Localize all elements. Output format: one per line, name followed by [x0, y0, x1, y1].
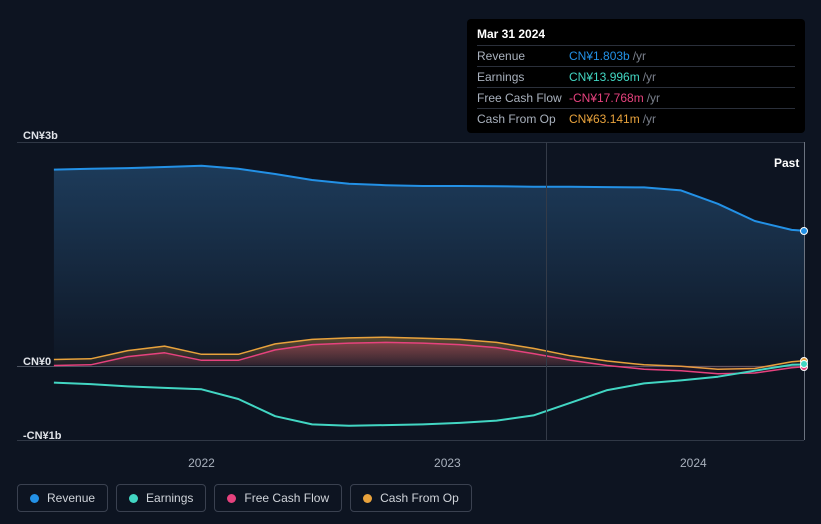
x-axis-tick: 2024 — [680, 456, 707, 470]
legend-swatch — [129, 494, 138, 503]
legend-item-label: Cash From Op — [380, 491, 459, 505]
x-axis-tick: 2023 — [434, 456, 461, 470]
legend-swatch — [30, 494, 39, 503]
legend-item-label: Free Cash Flow — [244, 491, 329, 505]
x-axis-tick: 2022 — [188, 456, 215, 470]
legend-item-label: Revenue — [47, 491, 95, 505]
past-label: Past — [774, 156, 799, 170]
legend-swatch — [227, 494, 236, 503]
series-line-earnings — [54, 365, 804, 426]
legend-swatch — [363, 494, 372, 503]
legend-item-earnings[interactable]: Earnings — [116, 484, 206, 512]
legend-item-cash_op[interactable]: Cash From Op — [350, 484, 472, 512]
chart-svg — [0, 0, 821, 524]
legend-item-label: Earnings — [146, 491, 193, 505]
legend-item-revenue[interactable]: Revenue — [17, 484, 108, 512]
legend: Revenue Earnings Free Cash Flow Cash From O… — [17, 484, 472, 512]
series-area-revenue — [54, 166, 804, 366]
legend-item-fcf[interactable]: Free Cash Flow — [214, 484, 342, 512]
